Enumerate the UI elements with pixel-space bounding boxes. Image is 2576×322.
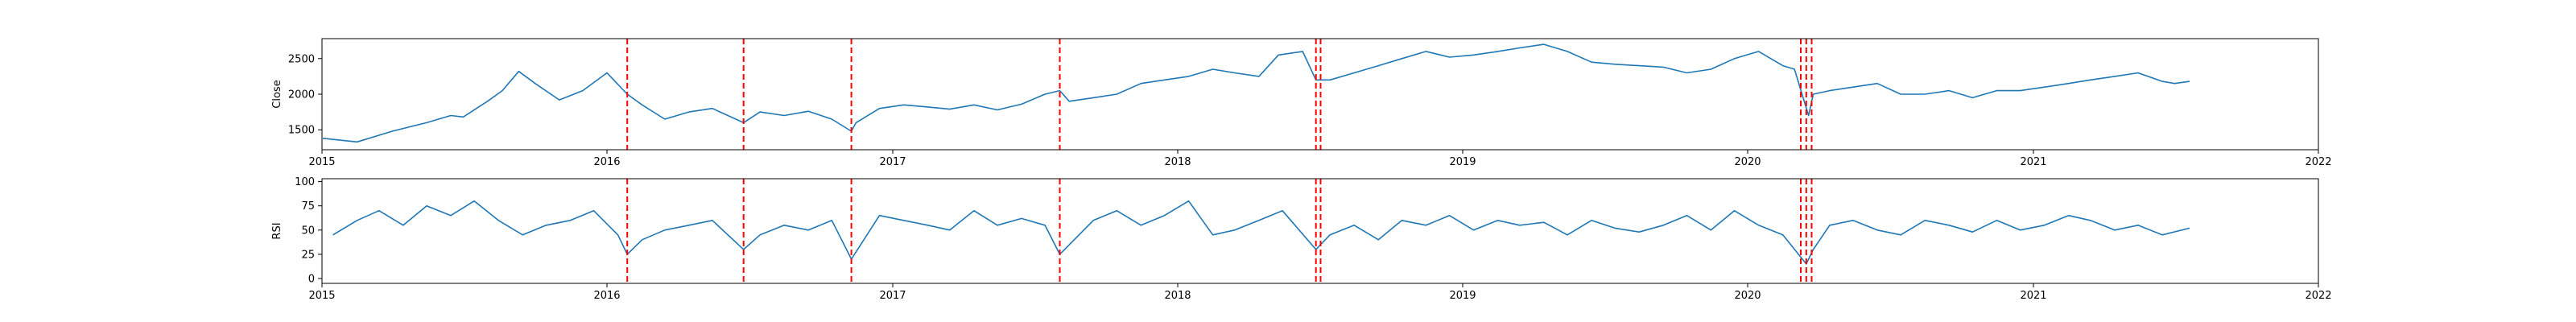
close-x-tick-label-6: 2021 [2020, 156, 2046, 168]
rsi-y-tick-label-0: 0 [308, 273, 315, 285]
rsi-x-tick-label-4: 2019 [1449, 290, 1476, 302]
rsi-x-tick-label-2: 2017 [879, 290, 906, 302]
rsi-series-line-0 [332, 200, 2190, 265]
close-price-series-layer [322, 43, 2190, 143]
close-x-tick-label-0: 2015 [308, 156, 335, 168]
rsi-y-tick-label-1: 25 [301, 249, 315, 261]
close-x-tick-label-3: 2018 [1164, 156, 1191, 168]
close-x-tick-label-4: 2019 [1449, 156, 1476, 168]
close-y-tick-label-1: 2000 [288, 89, 315, 101]
rsi-y-tick-label-3: 75 [301, 200, 315, 213]
rsi-y-axis: 0 25 50 75 100 [295, 176, 322, 285]
rsi-series-layer [332, 200, 2190, 265]
close-x-tick-label-2: 2017 [879, 156, 906, 168]
close-x-tick-label-1: 2016 [593, 156, 620, 168]
close-y-tick-label-0: 1500 [288, 125, 315, 137]
close-x-tick-label-7: 2022 [2305, 156, 2331, 168]
rsi-x-tick-label-3: 2018 [1164, 290, 1191, 302]
rsi-x-tick-label-6: 2021 [2020, 290, 2046, 302]
close-series-line-0 [322, 43, 2190, 143]
rsi-x-tick-label-7: 2022 [2305, 290, 2331, 302]
rsi-x-axis: 2015 2016 2017 2018 2019 2020 2021 2022 [308, 283, 2332, 302]
rsi-panel: 2015 2016 2017 2018 2019 2020 2021 2022 0 25 50 75… [271, 176, 2332, 302]
rsi-y-axis-label: RSI [271, 222, 283, 239]
rsi-y-tick-label-4: 100 [295, 176, 315, 188]
close-price-panel: 2015 2016 2017 2018 2019 2020 2021 2022 1500 200… [271, 38, 2332, 168]
rsi-x-tick-label-1: 2016 [593, 290, 620, 302]
close-y-tick-label-2: 2500 [288, 53, 315, 65]
close-x-axis: 2015 2016 2017 2018 2019 2020 2021 2022 [308, 150, 2332, 168]
rsi-y-tick-label-2: 50 [301, 225, 315, 237]
close-y-axis: 1500 2000 2500 [288, 53, 322, 137]
rsi-x-tick-label-5: 2020 [1734, 290, 1761, 302]
close-x-tick-label-5: 2020 [1734, 156, 1761, 168]
close-y-axis-label: Close [271, 80, 283, 108]
rsi-x-tick-label-0: 2015 [308, 290, 335, 302]
close-event-lines-layer [626, 39, 1813, 150]
rsi-plot-frame [321, 178, 2319, 284]
